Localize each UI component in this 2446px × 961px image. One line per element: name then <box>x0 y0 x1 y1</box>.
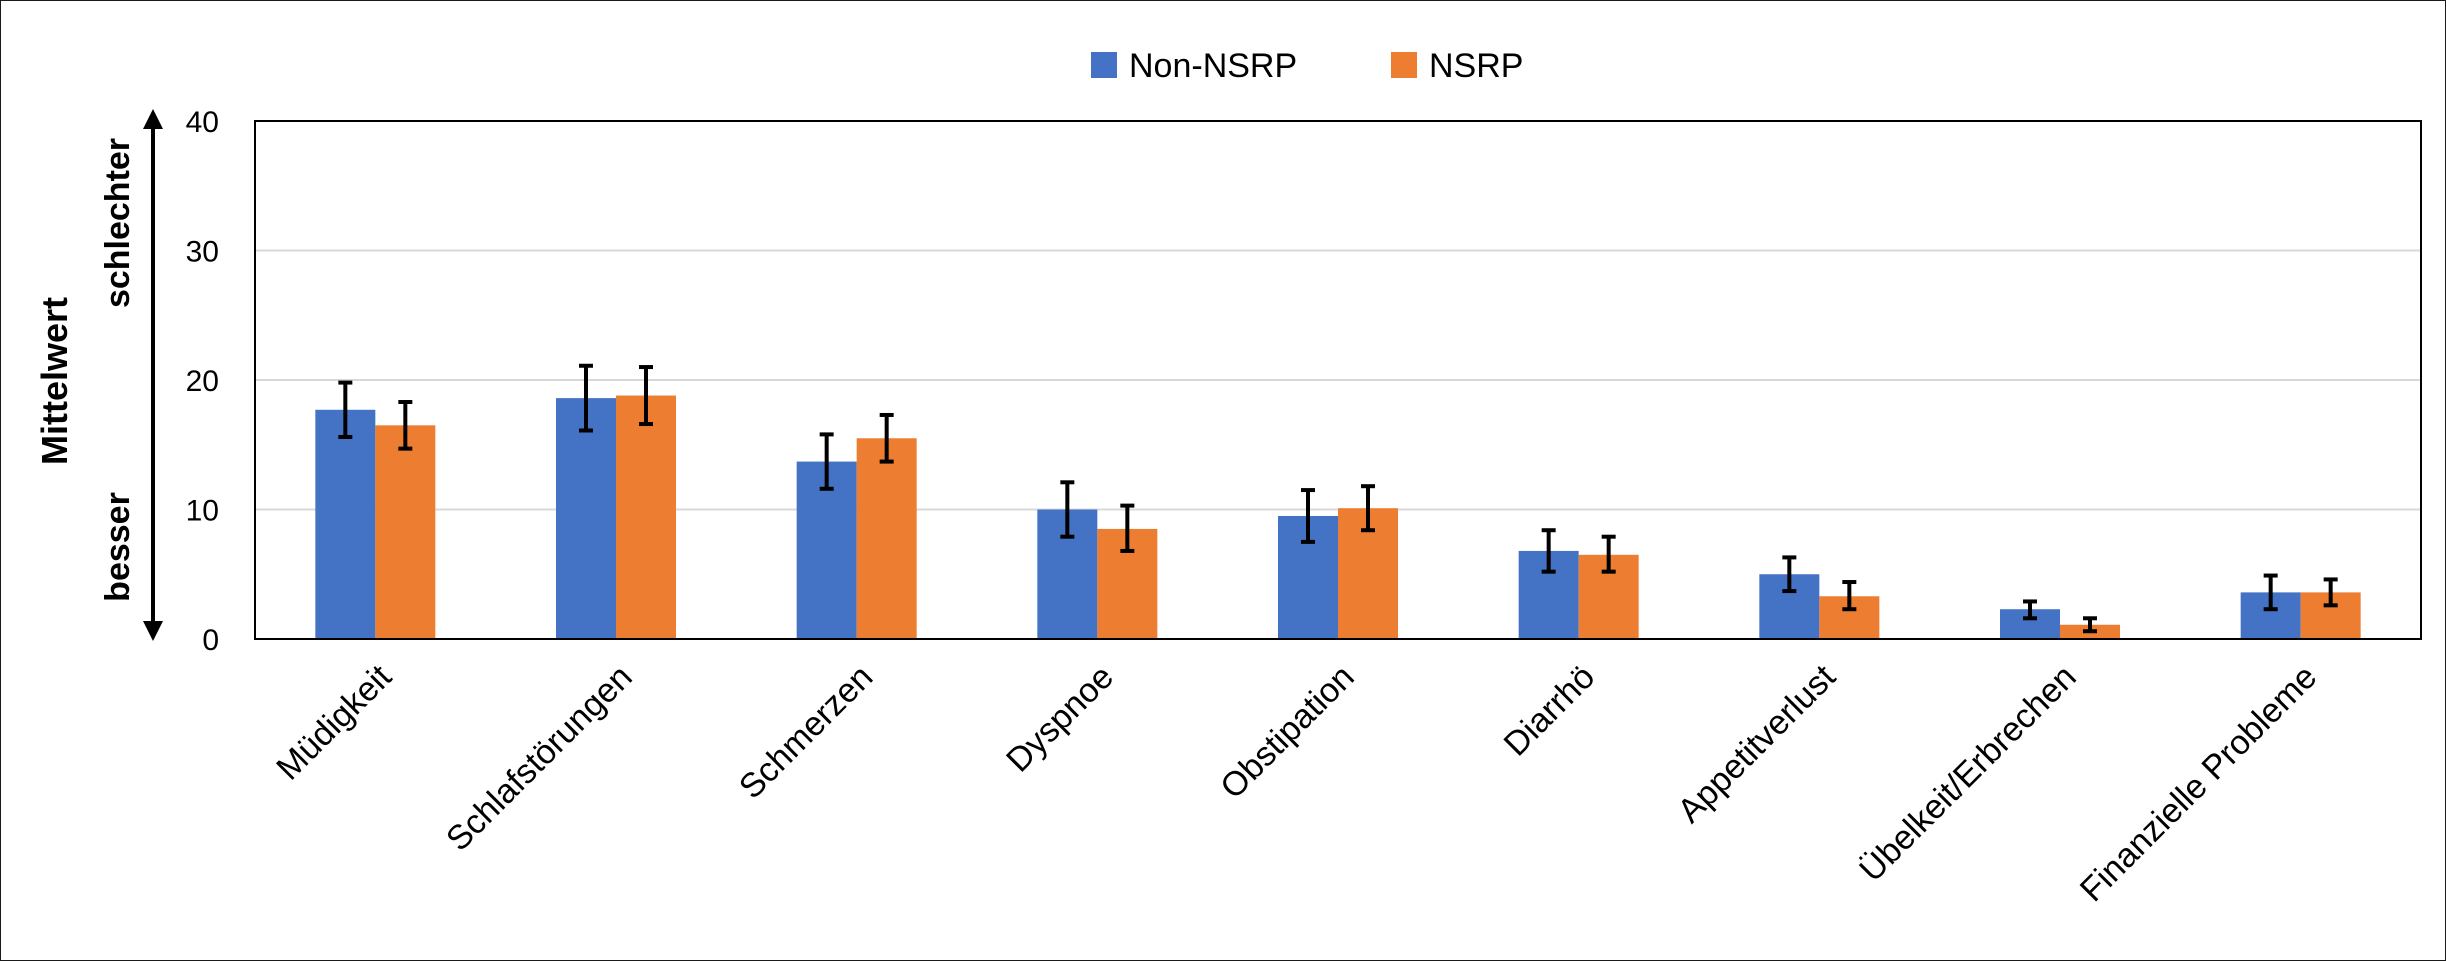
error-bar <box>2323 577 2338 608</box>
error-bar <box>1361 484 1375 533</box>
bar <box>375 425 436 639</box>
category-label: Dyspnoe <box>999 658 1121 780</box>
error-bar <box>1120 503 1135 553</box>
y-axis-tick-labels: 0 10 20 30 40 <box>186 106 219 657</box>
direction-label-better: besser <box>99 492 137 602</box>
error-bar <box>579 363 593 433</box>
category-label: Schmerzen <box>732 658 880 806</box>
y-axis-title: Mittelwert <box>34 297 75 465</box>
bars <box>315 395 2361 639</box>
legend-label: Non-NSRP <box>1129 47 1297 85</box>
y-tick-label: 10 <box>186 495 219 528</box>
y-tick-label: 30 <box>186 236 219 269</box>
legend-item: Non-NSRP <box>1091 47 1297 85</box>
legend: Non-NSRP NSRP <box>1091 47 1523 85</box>
error-bar <box>1301 488 1315 544</box>
legend-item: NSRP <box>1391 47 1523 85</box>
error-bar <box>2083 616 2097 634</box>
category-label: Diarrhö <box>1497 658 1603 764</box>
category-label: Schlafstörungen <box>439 658 640 859</box>
error-bar <box>2023 599 2037 621</box>
bar <box>796 461 857 639</box>
legend-label: NSRP <box>1429 47 1523 85</box>
error-bar <box>2263 573 2278 612</box>
legend-swatch <box>1391 52 1417 78</box>
bar <box>616 395 676 639</box>
y-tick-label: 40 <box>186 106 219 139</box>
error-bar <box>819 432 834 491</box>
error-bar <box>879 412 894 464</box>
category-label: Appetitverlust <box>1670 657 1843 830</box>
bar <box>856 438 917 639</box>
error-bar <box>1541 528 1556 574</box>
error-bar <box>1060 480 1075 539</box>
error-bars <box>338 363 2338 634</box>
x-axis-category-labels: Müdigkeit Schlafstörungen Schmerzen Dyspnoe… <box>269 657 2324 909</box>
direction-label-worse: schlechter <box>99 138 137 308</box>
bar <box>556 398 616 639</box>
error-bar <box>639 365 653 427</box>
bar <box>315 409 376 639</box>
y-tick-label: 20 <box>186 365 219 398</box>
error-bar <box>1782 555 1797 594</box>
category-label: Übelkeit/Erbrechen <box>1852 658 2083 889</box>
error-bar <box>1842 580 1857 612</box>
category-label: Obstipation <box>1213 658 1361 806</box>
error-bar <box>1601 534 1616 574</box>
legend-swatch <box>1091 52 1117 78</box>
plot-area-frame <box>254 120 2422 640</box>
error-bar <box>338 380 353 439</box>
y-tick-label: 0 <box>202 624 219 657</box>
category-label: Müdigkeit <box>269 657 399 787</box>
error-bar <box>398 400 413 451</box>
category-label: Finanzielle Probleme <box>2073 658 2324 909</box>
